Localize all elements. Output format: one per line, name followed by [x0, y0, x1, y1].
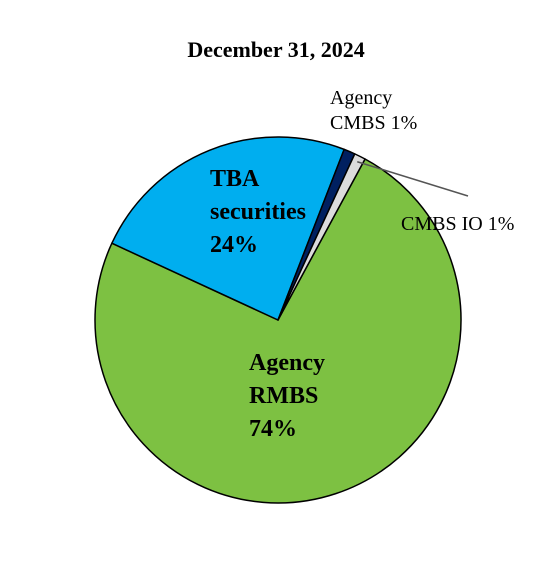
slice-label-line: 24%	[210, 232, 258, 258]
slice-label-line: 74%	[249, 416, 297, 442]
chart-title: December 31, 2024	[187, 37, 364, 62]
slice-label-line: Agency	[249, 350, 325, 376]
slice-label-line: RMBS	[249, 383, 318, 409]
slice-label-line: CMBS IO 1%	[401, 213, 514, 235]
slice-label-1: TBA securities 24%	[210, 166, 306, 258]
pie-slice-1	[111, 136, 345, 321]
slice-label-line: TBA	[210, 166, 260, 192]
leader-lines	[357, 161, 469, 197]
slice-label-line: CMBS 1%	[330, 112, 417, 134]
slice-labels: Agency RMBS 74% TBA securities 24% Agency CMBS …	[210, 87, 514, 442]
slice-label-3: CMBS IO 1%	[401, 213, 514, 235]
slice-label-2: Agency CMBS 1%	[330, 87, 417, 134]
pie-slice-0	[94, 158, 462, 504]
leader-line-3	[357, 161, 469, 197]
slice-label-0: Agency RMBS 74%	[249, 350, 325, 442]
pie-slice-3	[277, 153, 366, 321]
slice-label-line: securities	[210, 199, 306, 225]
slice-label-line: Agency	[330, 87, 392, 109]
pie-slices	[94, 136, 462, 504]
